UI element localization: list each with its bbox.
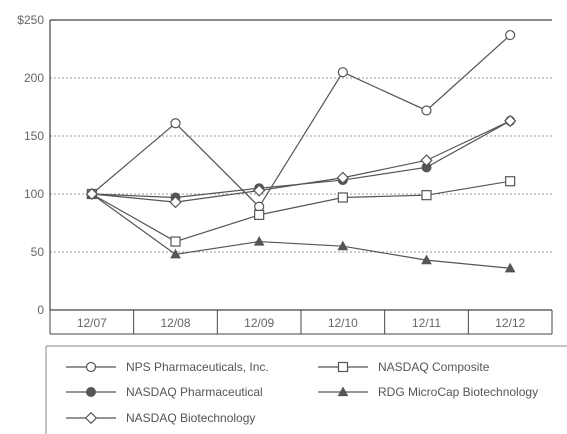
y-tick-label: 0	[37, 303, 44, 317]
data-point	[421, 254, 432, 265]
series-1	[86, 176, 516, 247]
data-point	[505, 176, 516, 187]
data-point	[85, 361, 97, 373]
legend-label: NASDAQ Composite	[378, 360, 490, 374]
y-tick-label: 200	[24, 71, 44, 85]
y-tick-label: 150	[24, 129, 44, 143]
data-point	[170, 118, 181, 129]
x-tick-label: 12/08	[160, 316, 190, 330]
series-line	[91, 120, 511, 203]
x-tick-label: 12/09	[244, 316, 274, 330]
data-point	[421, 190, 432, 201]
legend-item: NPS Pharmaceuticals, Inc.	[66, 360, 269, 374]
series-3	[86, 188, 516, 273]
series-4	[85, 114, 517, 209]
legend-item: RDG MicroCap Biotechnology	[318, 385, 538, 399]
data-point	[169, 195, 182, 209]
series-lines	[85, 29, 517, 273]
data-point	[86, 387, 96, 397]
y-tick-label: $250	[17, 13, 44, 27]
legend: NPS Pharmaceuticals, Inc. NASDAQ Composit…	[45, 345, 567, 434]
data-point	[253, 184, 266, 197]
data-point	[337, 192, 348, 203]
legend-item: NASDAQ Biotechnology	[66, 411, 255, 425]
data-point	[337, 67, 348, 78]
legend-label: NPS Pharmaceuticals, Inc.	[126, 360, 269, 374]
x-tick-label: 12/07	[77, 316, 107, 330]
data-point	[254, 209, 265, 220]
legend-item: NASDAQ Pharmaceutical	[66, 385, 263, 399]
data-point	[505, 29, 516, 41]
x-tick-label: 12/12	[495, 316, 525, 330]
series-line	[91, 34, 511, 208]
data-point	[421, 105, 432, 116]
data-point	[336, 171, 349, 184]
data-point	[84, 411, 98, 425]
legend-item: NASDAQ Composite	[318, 360, 490, 374]
data-point	[253, 236, 265, 246]
x-tick-label: 12/11	[412, 316, 441, 330]
y-axis-ticks: 0 50 100 150 200 $250	[17, 13, 44, 317]
series-line	[91, 180, 511, 243]
data-point	[85, 187, 98, 201]
data-point	[337, 361, 349, 373]
data-point	[420, 154, 433, 167]
data-point	[337, 240, 349, 251]
series-line	[91, 120, 511, 199]
x-tick-label: 12/10	[328, 316, 358, 330]
data-point	[504, 262, 516, 273]
x-axis-categories: 12/07 12/08 12/09 12/10 12/11 12/12	[49, 310, 553, 335]
y-tick-label: 50	[31, 245, 45, 259]
legend-label: NASDAQ Pharmaceutical	[126, 385, 263, 399]
data-point	[504, 114, 517, 128]
series-line	[91, 193, 511, 269]
data-point	[337, 386, 349, 397]
y-tick-label: 100	[24, 187, 44, 201]
data-point	[170, 236, 181, 247]
legend-label: NASDAQ Biotechnology	[126, 411, 255, 425]
series-2	[86, 115, 516, 203]
legend-label: RDG MicroCap Biotechnology	[378, 385, 538, 399]
data-point	[170, 248, 181, 259]
